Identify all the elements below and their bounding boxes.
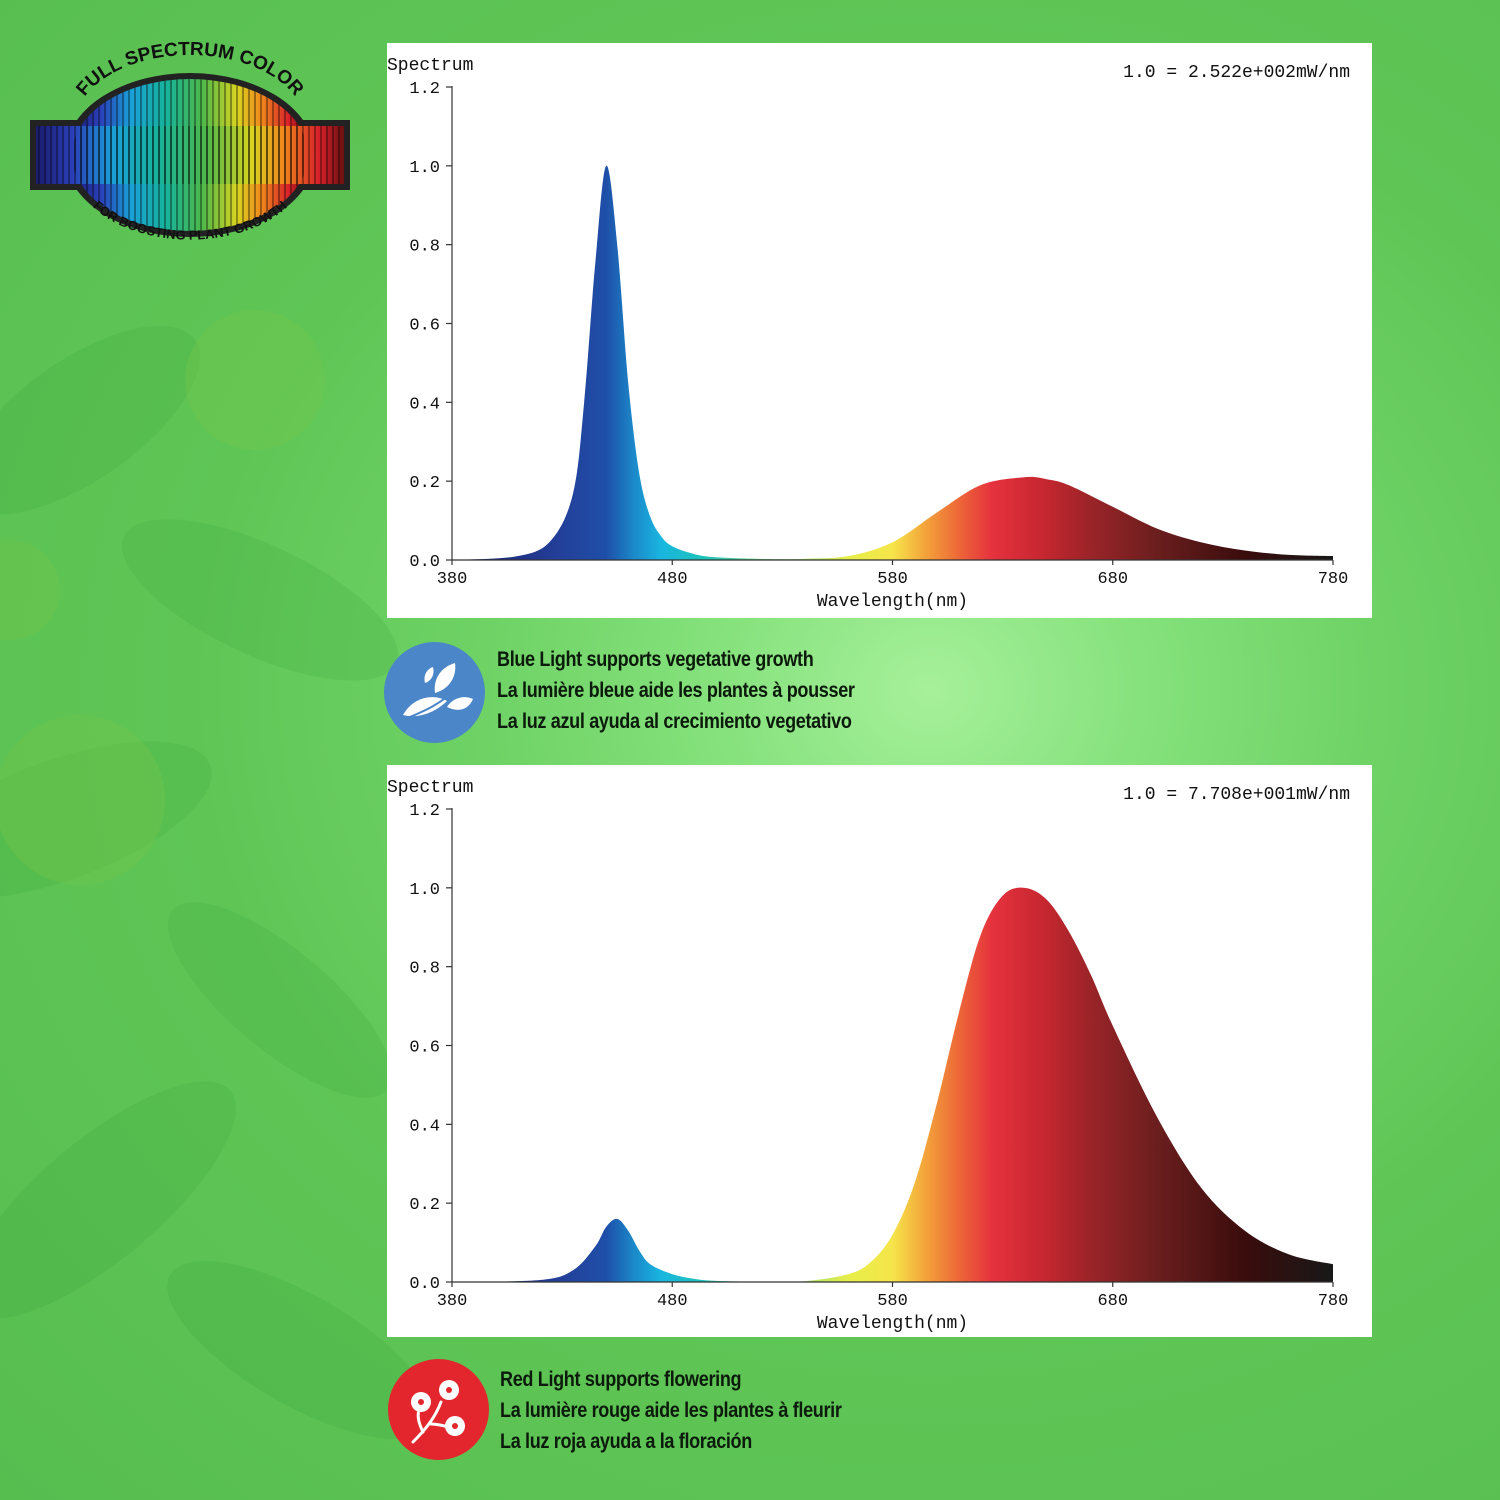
y-tick-label: 0.0 — [409, 1275, 440, 1294]
blue-caption-fr: La lumière bleue aide les plantes à pous… — [497, 679, 855, 702]
y-tick-label: 0.2 — [409, 1196, 440, 1215]
x-tick-label: 780 — [1318, 570, 1349, 589]
red-caption: Red Light supports flowering La lumière … — [500, 1364, 897, 1457]
red-spectrum-svg: 0.0 0.2 0.4 0.6 0.8 1.0 1.2 380 480 580 680 780 Spec… — [387, 778, 1350, 1334]
blue-caption-en: Blue Light supports vegetative growth — [497, 648, 814, 671]
x-tick-label: 580 — [877, 570, 908, 589]
x-tick-label: 680 — [1097, 1292, 1128, 1311]
leaves-icon — [402, 662, 473, 720]
flowers-icon — [410, 1379, 465, 1443]
chart-title: Spectrum — [387, 56, 473, 76]
chart-title: Spectrum — [387, 778, 473, 798]
scale-note: 1.0 = 2.522e+002mW/nm — [1123, 63, 1350, 83]
y-tick-label: 1.0 — [409, 159, 440, 178]
red-badge — [388, 1359, 489, 1460]
x-tick-label: 380 — [437, 570, 468, 589]
blue-spectrum-chart: 0.0 0.2 0.4 0.6 0.8 1.0 1.2 380 480 580 680 780 Spec… — [387, 43, 1372, 618]
y-tick-label: 0.4 — [409, 1117, 440, 1136]
full-spectrum-logo: FULL SPECTRUM COLOR FOR BOOSTING PLANT G… — [30, 39, 350, 243]
spectrum-area — [452, 887, 1333, 1282]
y-tick-label: 1.2 — [409, 80, 440, 99]
y-tick-label: 0.8 — [409, 960, 440, 979]
red-caption-es: La luz roja ayuda a la floración — [500, 1430, 752, 1453]
y-tick-label: 0.6 — [409, 1039, 440, 1058]
x-tick-label: 580 — [877, 1292, 908, 1311]
blue-badge — [384, 642, 485, 743]
y-tick-label: 1.2 — [409, 802, 440, 821]
x-tick-label: 480 — [657, 1292, 688, 1311]
spectrum-area — [452, 165, 1333, 560]
x-tick-label: 680 — [1097, 570, 1128, 589]
y-tick-label: 1.0 — [409, 881, 440, 900]
x-tick-label: 380 — [437, 1292, 468, 1311]
blue-spectrum-svg: 0.0 0.2 0.4 0.6 0.8 1.0 1.2 380 480 580 680 780 Spec… — [387, 56, 1350, 612]
x-tick-label: 480 — [657, 570, 688, 589]
y-tick-label: 0.0 — [409, 553, 440, 572]
x-tick-label: 780 — [1318, 1292, 1349, 1311]
blue-caption-es: La luz azul ayuda al crecimiento vegetat… — [497, 710, 852, 733]
x-axis-label: Wavelength(nm) — [817, 1314, 968, 1334]
y-tick-label: 0.2 — [409, 474, 440, 493]
y-tick-label: 0.8 — [409, 238, 440, 257]
red-caption-en: Red Light supports flowering — [500, 1368, 742, 1391]
red-spectrum-chart: 0.0 0.2 0.4 0.6 0.8 1.0 1.2 380 480 580 680 780 Spec… — [387, 765, 1372, 1337]
x-axis-label: Wavelength(nm) — [817, 592, 968, 612]
y-tick-label: 0.4 — [409, 395, 440, 414]
red-caption-fr: La lumière rouge aide les plantes à fleu… — [500, 1399, 842, 1422]
background-foliage — [0, 310, 420, 1439]
scale-note: 1.0 = 7.708e+001mW/nm — [1123, 785, 1350, 805]
blue-caption: Blue Light supports vegetative growth La… — [497, 644, 913, 737]
y-tick-label: 0.6 — [409, 317, 440, 336]
